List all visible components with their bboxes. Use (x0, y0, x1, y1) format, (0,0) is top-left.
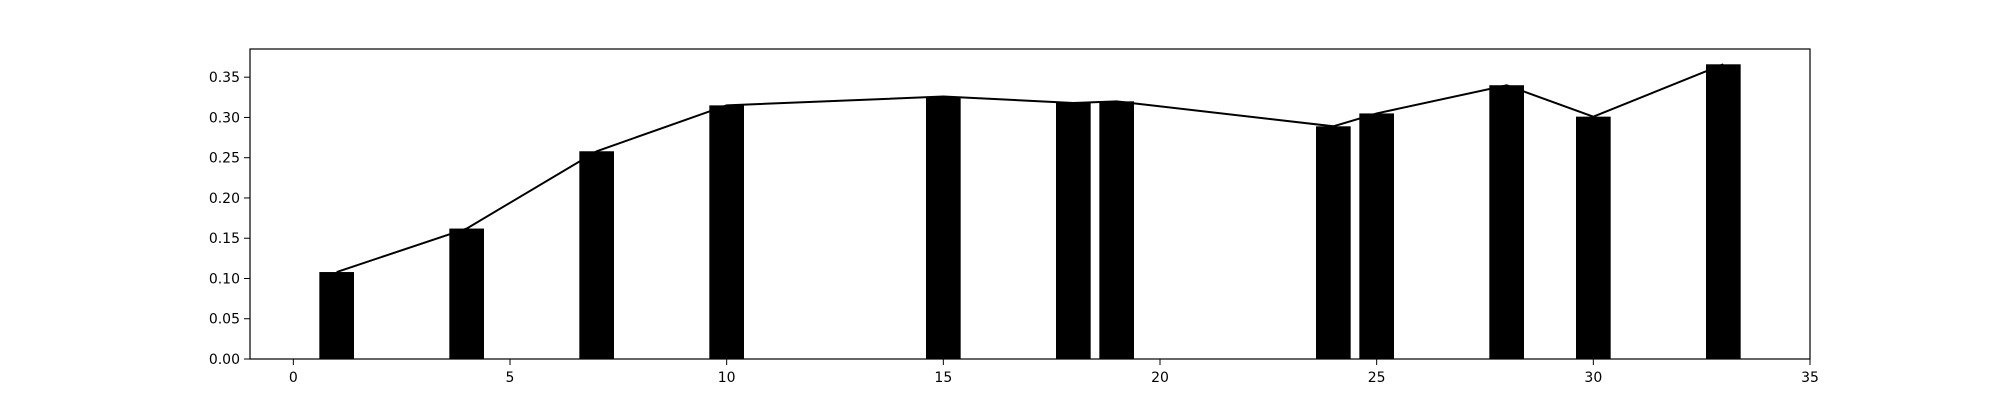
y-tick-label: 0.15 (209, 231, 240, 247)
y-tick-label: 0.20 (209, 191, 240, 207)
x-tick-label: 20 (1151, 370, 1169, 386)
bar (709, 105, 744, 359)
bar (1316, 126, 1351, 359)
x-tick-label: 25 (1368, 370, 1386, 386)
bar (1099, 101, 1134, 359)
y-tick-label: 0.05 (209, 312, 240, 328)
x-tick-label: 30 (1584, 370, 1602, 386)
y-tick-label: 0.10 (209, 271, 240, 287)
y-axis: 0.00 0.05 0.10 0.15 0.20 0.25 0.30 0.35 (209, 70, 250, 368)
bar (1576, 116, 1611, 359)
y-tick-label: 0.00 (209, 352, 240, 368)
bar (1706, 64, 1741, 360)
y-tick-label: 0.25 (209, 151, 240, 167)
y-tick-label: 0.35 (209, 70, 240, 86)
x-tick-label: 35 (1801, 370, 1819, 386)
y-tick-label: 0.30 (209, 110, 240, 126)
bars-group (319, 64, 1741, 360)
bar (926, 96, 961, 359)
x-tick-label: 15 (934, 370, 952, 386)
plot-border (249, 48, 1811, 360)
line-series-group (336, 63, 1724, 273)
bar (579, 151, 614, 359)
bar (319, 272, 354, 359)
x-tick-label: 5 (506, 370, 515, 386)
line-series (336, 63, 1724, 273)
x-tick-label: 0 (289, 370, 298, 386)
x-axis: 0 5 10 15 20 25 30 35 (289, 359, 1819, 386)
bar (1359, 113, 1394, 359)
bar (449, 228, 484, 359)
x-tick-label: 10 (718, 370, 736, 386)
bar (1056, 102, 1091, 359)
plot-frame (249, 48, 1811, 360)
bar (1489, 85, 1524, 359)
